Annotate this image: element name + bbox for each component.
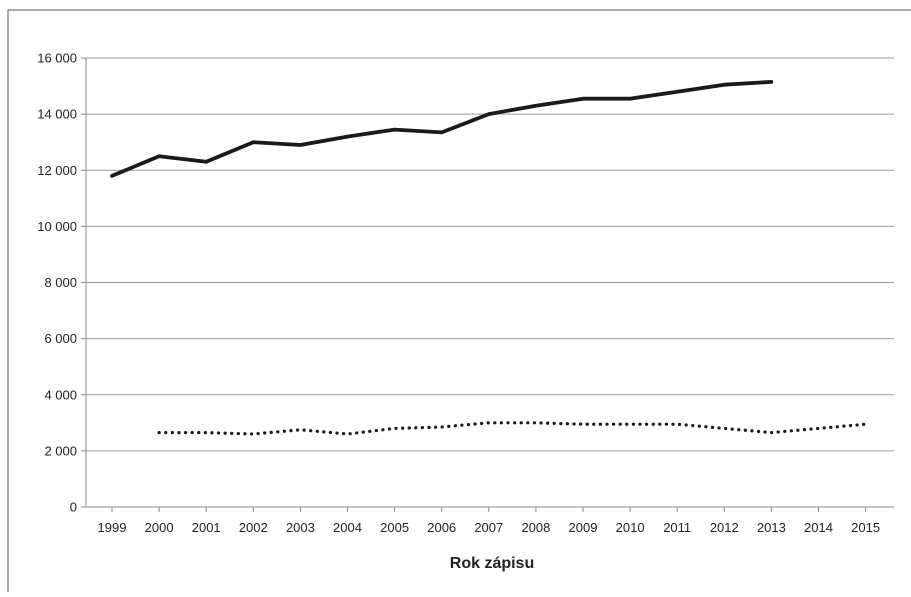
x-tick-label: 2008 (521, 520, 550, 535)
y-tick-label: 0 (70, 500, 77, 515)
x-tick-label: 2010 (616, 520, 645, 535)
x-tick-label: 2005 (380, 520, 409, 535)
gridlines (81, 58, 894, 512)
x-tick-label: 2014 (804, 520, 833, 535)
dotted-series-line (159, 423, 866, 434)
x-tick-label: 2009 (569, 520, 598, 535)
x-tick-label: 2012 (710, 520, 739, 535)
y-tick-label: 4 000 (44, 387, 77, 402)
x-tick-label: 2003 (286, 520, 315, 535)
y-tick-label: 2 000 (44, 443, 77, 458)
x-axis-title: Rok zápisu (450, 555, 534, 572)
x-tick-label: 2001 (192, 520, 221, 535)
y-tick-label: 14 000 (37, 107, 77, 122)
y-tick-label: 8 000 (44, 275, 77, 290)
y-tick-label: 6 000 (44, 331, 77, 346)
x-tick-label: 2007 (474, 520, 503, 535)
y-tick-label: 16 000 (37, 51, 77, 66)
x-axis-tick-labels: 1999 2000 2001 2002 2003 2004 2005 2006 2007 2008… (98, 520, 881, 535)
y-axis-tick-labels: 0 2 000 4 000 6 000 8 000 10 000 12 000 14 000 1… (37, 51, 77, 515)
x-tick-label: 2004 (333, 520, 362, 535)
x-tick-label: 2002 (239, 520, 268, 535)
solid-series-line (112, 82, 771, 176)
x-tick-label: 2006 (427, 520, 456, 535)
x-tick-label: 2013 (757, 520, 786, 535)
y-tick-label: 12 000 (37, 163, 77, 178)
x-tick-label: 2015 (851, 520, 880, 535)
y-tick-label: 10 000 (37, 219, 77, 234)
x-tick-label: 2011 (663, 520, 691, 535)
x-tick-label: 1999 (98, 520, 127, 535)
series-lines (112, 82, 866, 434)
x-tick-label: 2000 (145, 520, 174, 535)
